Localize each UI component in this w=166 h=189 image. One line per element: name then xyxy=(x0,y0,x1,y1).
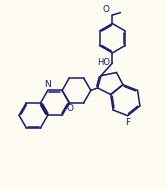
Text: O: O xyxy=(102,5,109,14)
Text: N: N xyxy=(44,80,51,89)
Text: HO: HO xyxy=(97,58,110,67)
Text: F: F xyxy=(125,118,130,127)
Text: O: O xyxy=(66,105,73,113)
